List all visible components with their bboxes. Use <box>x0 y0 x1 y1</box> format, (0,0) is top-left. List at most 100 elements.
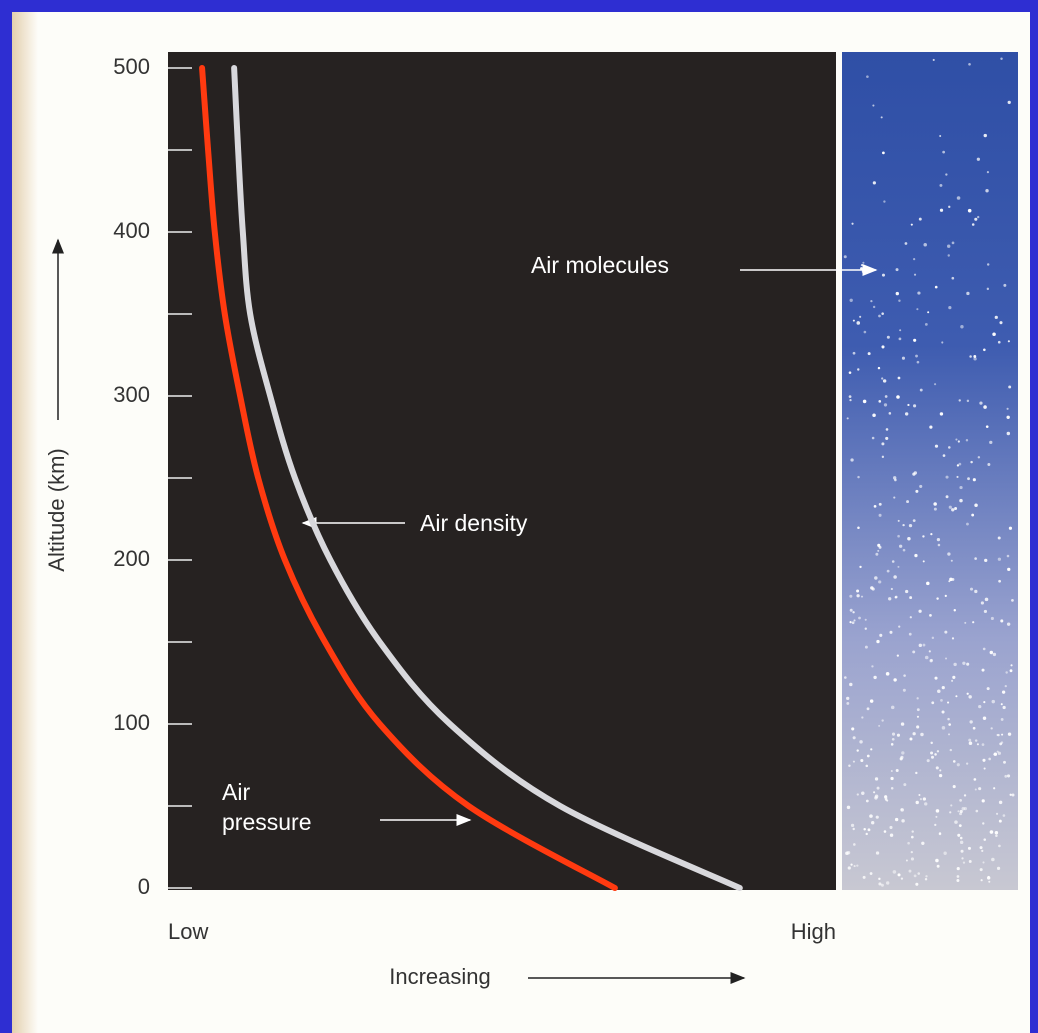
dot <box>896 292 899 295</box>
dot <box>940 412 943 415</box>
dot <box>857 793 859 795</box>
dot <box>992 332 996 336</box>
dot <box>957 763 960 766</box>
dot <box>865 619 867 621</box>
annotation: Air molecules <box>531 252 669 278</box>
dot <box>871 665 873 667</box>
dot <box>954 507 957 510</box>
dot <box>859 740 862 743</box>
dot <box>1008 732 1011 735</box>
dot <box>873 676 876 679</box>
dot <box>978 705 981 708</box>
dot <box>927 311 929 313</box>
dot <box>987 171 989 173</box>
dot <box>856 594 859 597</box>
dot <box>951 508 954 511</box>
dot <box>929 426 932 429</box>
dot <box>948 206 950 208</box>
dot <box>865 628 867 630</box>
dot <box>913 404 916 407</box>
dot <box>893 575 896 578</box>
dot <box>960 841 963 844</box>
dot <box>876 816 879 819</box>
dot <box>1012 793 1015 796</box>
dot <box>985 598 989 602</box>
dot <box>857 368 859 370</box>
dot <box>850 863 852 865</box>
dot <box>893 870 897 874</box>
dot <box>946 495 949 498</box>
dot <box>952 242 955 245</box>
dot <box>856 864 858 866</box>
dot <box>1010 669 1013 672</box>
dot <box>882 274 885 277</box>
dot <box>980 846 983 849</box>
dot <box>899 545 902 548</box>
dot <box>912 650 915 653</box>
dot <box>919 218 922 221</box>
dot <box>915 772 917 774</box>
dot <box>937 750 939 752</box>
dot <box>984 559 987 562</box>
dot <box>869 814 873 818</box>
dot <box>882 152 885 155</box>
dot <box>881 442 884 445</box>
dot <box>982 861 984 863</box>
dot <box>998 580 1001 583</box>
dot <box>918 794 920 796</box>
dot <box>966 523 969 526</box>
dot <box>935 445 938 448</box>
dot <box>870 300 872 302</box>
dot <box>983 648 986 651</box>
dot <box>873 181 876 184</box>
dot <box>949 811 951 813</box>
dot <box>931 701 934 704</box>
dot <box>991 617 994 620</box>
dot <box>913 732 916 735</box>
dot <box>895 818 898 821</box>
dot <box>897 655 899 657</box>
dot <box>968 209 972 213</box>
dot <box>899 338 902 341</box>
dot <box>906 859 908 861</box>
dot <box>890 777 893 780</box>
dot <box>982 822 984 824</box>
dot <box>870 586 873 589</box>
dot <box>964 794 966 796</box>
dot <box>886 428 889 431</box>
dot <box>913 258 915 260</box>
dot <box>983 701 985 703</box>
dot <box>939 832 941 834</box>
dot <box>1005 671 1007 673</box>
dot <box>915 490 918 493</box>
dot <box>1001 741 1003 743</box>
dot <box>884 795 887 798</box>
dot <box>934 383 936 385</box>
dot <box>999 801 1002 804</box>
dot <box>857 476 859 478</box>
dot <box>889 826 892 829</box>
dot <box>997 734 999 736</box>
x-axis-title: Increasing <box>389 964 491 989</box>
dot <box>937 538 940 541</box>
dot <box>897 566 899 568</box>
dot <box>1007 622 1010 625</box>
dot <box>986 425 989 428</box>
dot <box>943 454 946 457</box>
dot <box>878 367 880 369</box>
dot <box>966 762 968 764</box>
dot <box>945 657 947 659</box>
dot <box>942 151 945 154</box>
dot <box>939 769 941 771</box>
dot <box>889 631 892 634</box>
dot <box>1008 101 1011 104</box>
dot <box>858 617 861 620</box>
dot <box>982 669 985 672</box>
dot <box>921 842 924 845</box>
dot <box>868 828 871 831</box>
dot <box>850 609 853 612</box>
dot <box>962 807 965 810</box>
dot <box>951 560 953 562</box>
dot <box>966 292 969 295</box>
y-tick-label: 100 <box>113 710 150 735</box>
